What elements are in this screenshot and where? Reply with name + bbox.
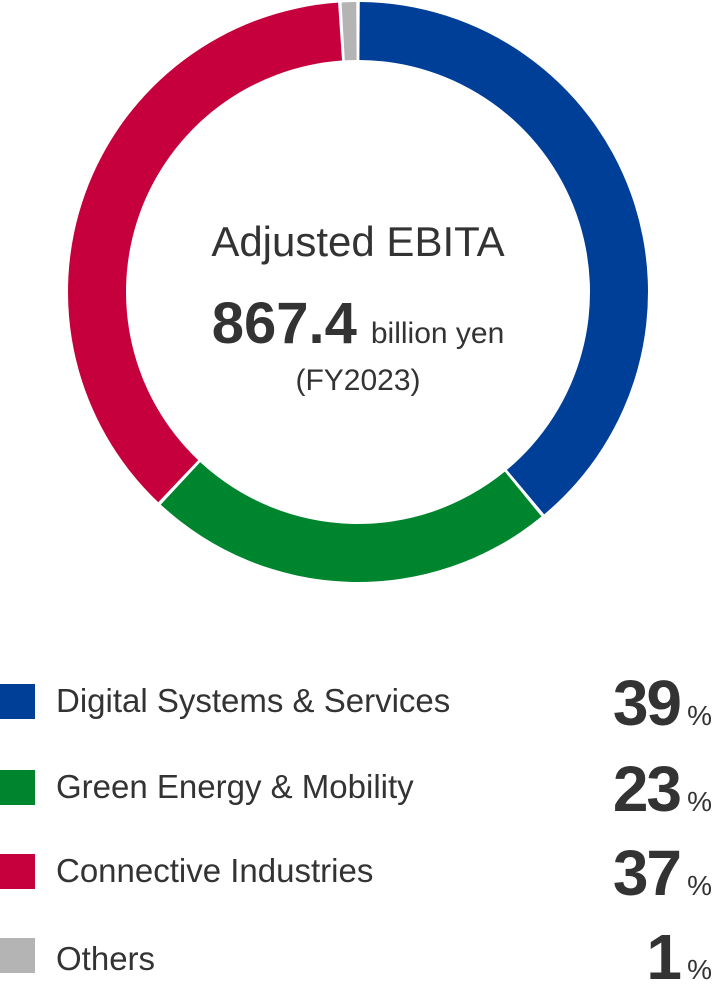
- legend-label: Connective Industries: [56, 852, 374, 889]
- legend-value: 23: [612, 753, 682, 825]
- donut-chart: [67, 2, 648, 582]
- legend-percent-sign: %: [687, 954, 712, 985]
- legend-swatch: [0, 938, 35, 973]
- center-unit: billion yen: [370, 317, 505, 350]
- legend-item: Others 1 %: [0, 921, 712, 993]
- legend-value: 39: [612, 667, 682, 739]
- legend-item: Digital Systems & Services 39 %: [0, 667, 712, 739]
- legend-value: 37: [612, 837, 682, 909]
- legend-percent-sign: %: [687, 700, 712, 731]
- donut-slice: [341, 2, 357, 61]
- legend-swatch: [0, 854, 35, 889]
- legend-label: Green Energy & Mobility: [56, 768, 414, 805]
- center-value: 867.4: [211, 291, 357, 356]
- center-value-row: 867.4 billion yen: [0, 290, 712, 357]
- donut-slice: [160, 462, 542, 582]
- legend-label: Digital Systems & Services: [56, 682, 451, 719]
- center-period: (FY2023): [295, 364, 421, 397]
- legend-swatch: [0, 684, 35, 719]
- center-title: Adjusted EBITA: [211, 218, 505, 265]
- donut-slice: [67, 2, 343, 503]
- legend-item: Green Energy & Mobility 23 %: [0, 753, 712, 825]
- legend-percent-sign: %: [687, 870, 712, 901]
- legend-percent-sign: %: [687, 786, 712, 817]
- legend-swatch: [0, 770, 35, 805]
- donut-slice: [359, 2, 648, 515]
- legend-label: Others: [56, 940, 156, 977]
- legend-value: 1: [646, 921, 682, 993]
- legend-item: Connective Industries 37 %: [0, 837, 712, 909]
